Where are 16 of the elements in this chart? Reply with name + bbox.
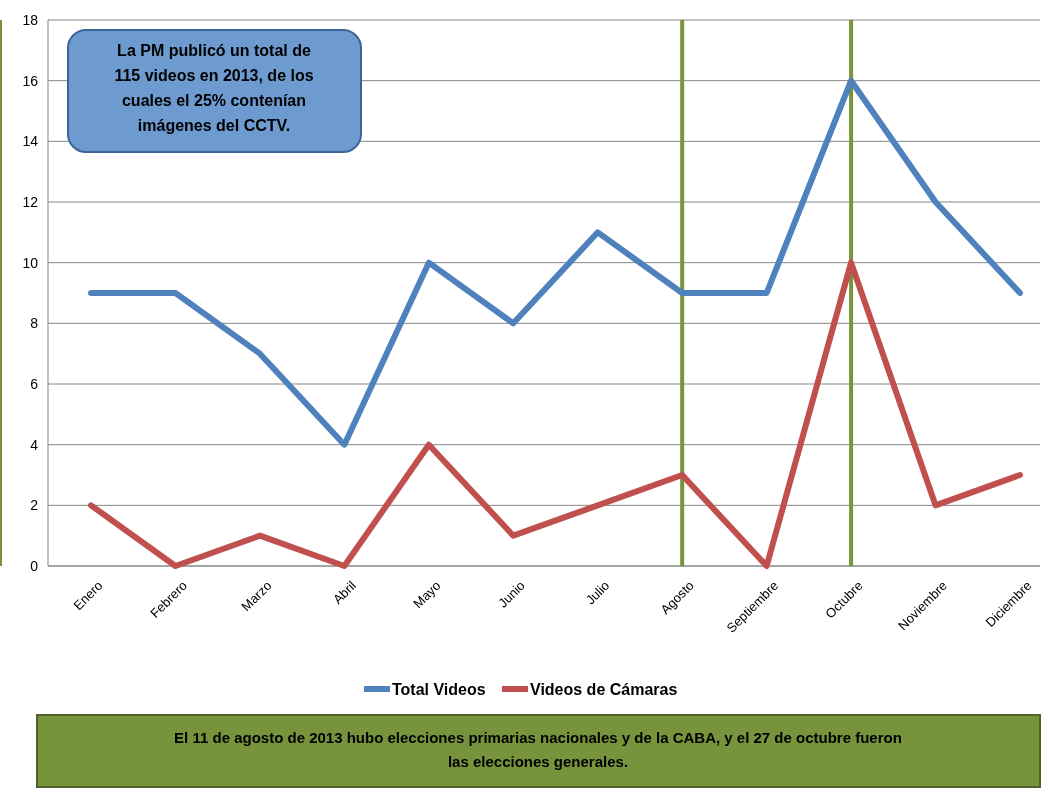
y-tick-label: 8 bbox=[30, 315, 39, 332]
y-tick-label: 4 bbox=[30, 436, 39, 453]
annotation: La PM publicó un total de 115 videos en 2013, de los cuales el 25% contenían imágenes del CCTV. bbox=[114, 42, 314, 134]
y-tick-label: 6 bbox=[30, 375, 39, 392]
y-tick-label: 16 bbox=[22, 72, 39, 89]
y-tick-label: 10 bbox=[22, 254, 39, 271]
x-tick-label: Julio bbox=[582, 577, 613, 608]
y-tick-label: 0 bbox=[30, 557, 39, 574]
y-tick-label: 18 bbox=[22, 11, 39, 28]
legend-label: Total Videos bbox=[392, 680, 486, 698]
y-tick-label: 2 bbox=[30, 497, 39, 514]
callout-box: La PM publicó un total de 115 videos en 2013, de los cuales el 25% contenían imágenes del CCTV. bbox=[67, 29, 362, 153]
y-tick-label: 14 bbox=[22, 133, 39, 150]
y-tick-label: 12 bbox=[22, 193, 39, 210]
note-box: El 11 de agosto de 2013 hubo elecciones primarias nacionales y de la CABA, y el 27 de octubre fueron las elecciones generales. bbox=[36, 714, 1041, 788]
legend-label: Videos de Cámaras bbox=[530, 680, 678, 698]
